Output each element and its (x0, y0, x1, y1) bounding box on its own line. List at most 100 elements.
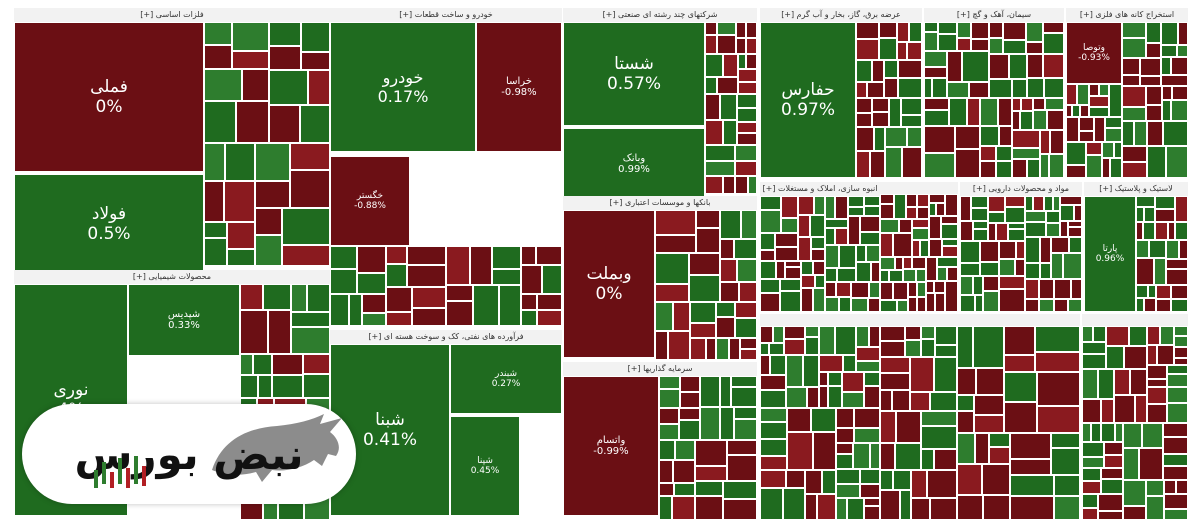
stock-tile[interactable]: شپنا 0.45% (450, 416, 520, 516)
treemap-cell (989, 433, 1010, 447)
stock-tile[interactable]: شپدیس 0.33% (128, 284, 240, 356)
stock-tile[interactable]: واتسام -0.99% (563, 376, 659, 516)
treemap-cell (983, 276, 999, 291)
stock-tile[interactable]: شبندر 0.27% (450, 344, 562, 414)
treemap-cell (1009, 54, 1027, 79)
treemap-cell (723, 54, 738, 77)
sector-header[interactable]: انبوه سازی، املاک و مستغلات [+] (760, 182, 880, 197)
treemap-cell (989, 79, 1012, 98)
sector-header[interactable]: محصولات شیمیایی [+] (14, 270, 330, 285)
treemap-cell (492, 269, 521, 285)
treemap-cell (895, 257, 903, 270)
treemap-cell (746, 22, 757, 38)
treemap-cell (856, 361, 880, 372)
treemap-cell (1060, 221, 1068, 237)
treemap-cell (1082, 354, 1106, 369)
treemap-cell (1148, 285, 1156, 298)
stock-tile[interactable]: خراسا -0.98% (476, 22, 562, 152)
treemap-cell (700, 376, 720, 407)
sector-header[interactable]: عرضه برق، گاز، بخار و آب گرم [+] (760, 8, 922, 23)
treemap-cell (659, 440, 675, 460)
treemap-cell (835, 326, 856, 355)
stock-tile[interactable]: وبملت 0% (563, 210, 655, 358)
treemap-cell (263, 284, 291, 310)
sector-header[interactable]: فرآورده های نفتی، کک و سوخت هسته ای [+] (330, 330, 562, 345)
stock-tile[interactable]: شستا 0.57% (563, 22, 705, 126)
treemap-cell (272, 375, 303, 398)
treemap-cell (903, 257, 912, 269)
treemap-cell (811, 237, 825, 249)
treemap-cell (679, 420, 700, 440)
sector-header[interactable]: مواد و محصولات دارویی [+] (960, 182, 1082, 197)
treemap-cell (798, 196, 814, 215)
treemap-cell (871, 262, 880, 282)
treemap-cell (1012, 148, 1040, 159)
treemap-cell (1149, 240, 1166, 258)
treemap-cell (1098, 511, 1123, 520)
treemap-cell (929, 216, 941, 239)
stock-tile[interactable]: پارتا 0.96% (1084, 196, 1136, 312)
treemap-cell (1164, 494, 1188, 509)
stock-tile[interactable]: خگستر -0.88% (330, 156, 410, 246)
stock-tile[interactable]: فولاد 0.5% (14, 174, 204, 274)
sector-header[interactable]: شرکتهای چند رشته ای صنعتی [+] (563, 8, 757, 23)
treemap-cell (949, 98, 967, 126)
treemap-cell (983, 291, 999, 312)
sector-header[interactable]: سرمایه گذاریها [+] (563, 362, 757, 377)
treemap-cell (1060, 205, 1074, 221)
treemap-cell (760, 390, 786, 408)
treemap-cell (885, 147, 902, 178)
treemap-cell (716, 338, 729, 360)
stock-tile[interactable]: وتوصا -0.93% (1066, 22, 1122, 84)
treemap-cell (291, 284, 307, 312)
treemap-cell (1010, 475, 1054, 496)
treemap-cell (1136, 240, 1149, 258)
treemap-cell (236, 101, 269, 143)
treemap-cell (1089, 84, 1099, 96)
treemap-cell (705, 54, 723, 77)
treemap-cell (760, 196, 781, 210)
treemap-cell (735, 176, 748, 194)
stock-symbol: فملی (90, 77, 128, 97)
treemap-cell (899, 219, 912, 233)
treemap-cell (255, 208, 282, 235)
stock-tile[interactable]: خودرو 0.17% (330, 22, 476, 152)
treemap-cell (1134, 121, 1147, 146)
treemap-cell (911, 470, 927, 498)
treemap-cell (1020, 111, 1033, 130)
sector-header[interactable]: استخراج کانه های فلزی [+] (1066, 8, 1188, 23)
stock-tile[interactable]: حفارس 0.97% (760, 22, 856, 178)
treemap-cell (659, 376, 680, 389)
sector-header[interactable]: فلزات اساسی [+] (14, 8, 330, 23)
logo-text: نبض بورس (74, 429, 304, 479)
sector-body: وبملت 0% (563, 210, 757, 360)
treemap-cell (706, 338, 716, 360)
sector-body (760, 326, 880, 520)
treemap-cell (1147, 404, 1167, 423)
treemap-cell (1072, 105, 1080, 117)
stock-tile[interactable]: وبانک 0.99% (563, 128, 705, 200)
treemap-cell (880, 341, 905, 357)
stock-symbol: فولاد (91, 204, 127, 224)
treemap-cell (729, 338, 740, 360)
sector-header[interactable]: لاستیک و پلاستیک [+] (1084, 182, 1188, 197)
stock-tile[interactable]: فملی 0% (14, 22, 204, 172)
treemap-cell (1114, 369, 1130, 395)
treemap-cell (1174, 347, 1188, 358)
treemap-cell (836, 454, 853, 469)
treemap-cell (924, 98, 949, 110)
treemap-cell (227, 249, 255, 266)
treemap-cell (903, 269, 916, 282)
treemap-cell (1101, 423, 1115, 442)
treemap-cell (1171, 285, 1188, 299)
sector-header[interactable]: سیمان، آهک و گچ [+] (924, 8, 1064, 23)
treemap-cell (1069, 237, 1082, 253)
treemap-cell (723, 176, 735, 194)
treemap-cell (947, 51, 962, 82)
sector-header[interactable]: خودرو و ساخت قطعات [+] (330, 8, 562, 23)
treemap-cell (1172, 86, 1188, 100)
treemap-cell (255, 235, 282, 266)
treemap-cell (1068, 227, 1082, 237)
sector-header[interactable]: بانکها و موسسات اعتباری [+] (563, 196, 757, 211)
treemap-cell (989, 22, 1003, 38)
